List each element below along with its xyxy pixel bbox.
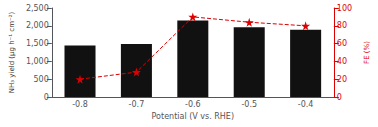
- svg-text:1,500: 1,500: [26, 39, 49, 48]
- svg-text:FE (%): FE (%): [363, 41, 371, 64]
- svg-text:-0.8: -0.8: [72, 100, 88, 109]
- svg-text:60: 60: [337, 39, 347, 48]
- svg-text:500: 500: [34, 75, 49, 84]
- svg-text:100: 100: [337, 4, 352, 13]
- svg-text:2,500: 2,500: [26, 4, 49, 13]
- svg-text:Potential (V vs. RHE): Potential (V vs. RHE): [152, 112, 234, 121]
- svg-text:20: 20: [337, 75, 347, 84]
- svg-text:-0.7: -0.7: [129, 100, 145, 109]
- svg-text:-0.5: -0.5: [241, 100, 257, 109]
- svg-text:NH₃ yield (μg h⁻¹ cm⁻²): NH₃ yield (μg h⁻¹ cm⁻²): [8, 12, 16, 94]
- svg-text:-0.4: -0.4: [298, 100, 314, 109]
- svg-text:2,000: 2,000: [26, 21, 49, 30]
- svg-text:40: 40: [337, 57, 347, 66]
- svg-text:0: 0: [44, 93, 49, 102]
- svg-text:1,000: 1,000: [26, 57, 49, 66]
- svg-text:0: 0: [337, 93, 342, 102]
- svg-text:-0.6: -0.6: [185, 100, 201, 109]
- svg-text:80: 80: [337, 21, 347, 30]
